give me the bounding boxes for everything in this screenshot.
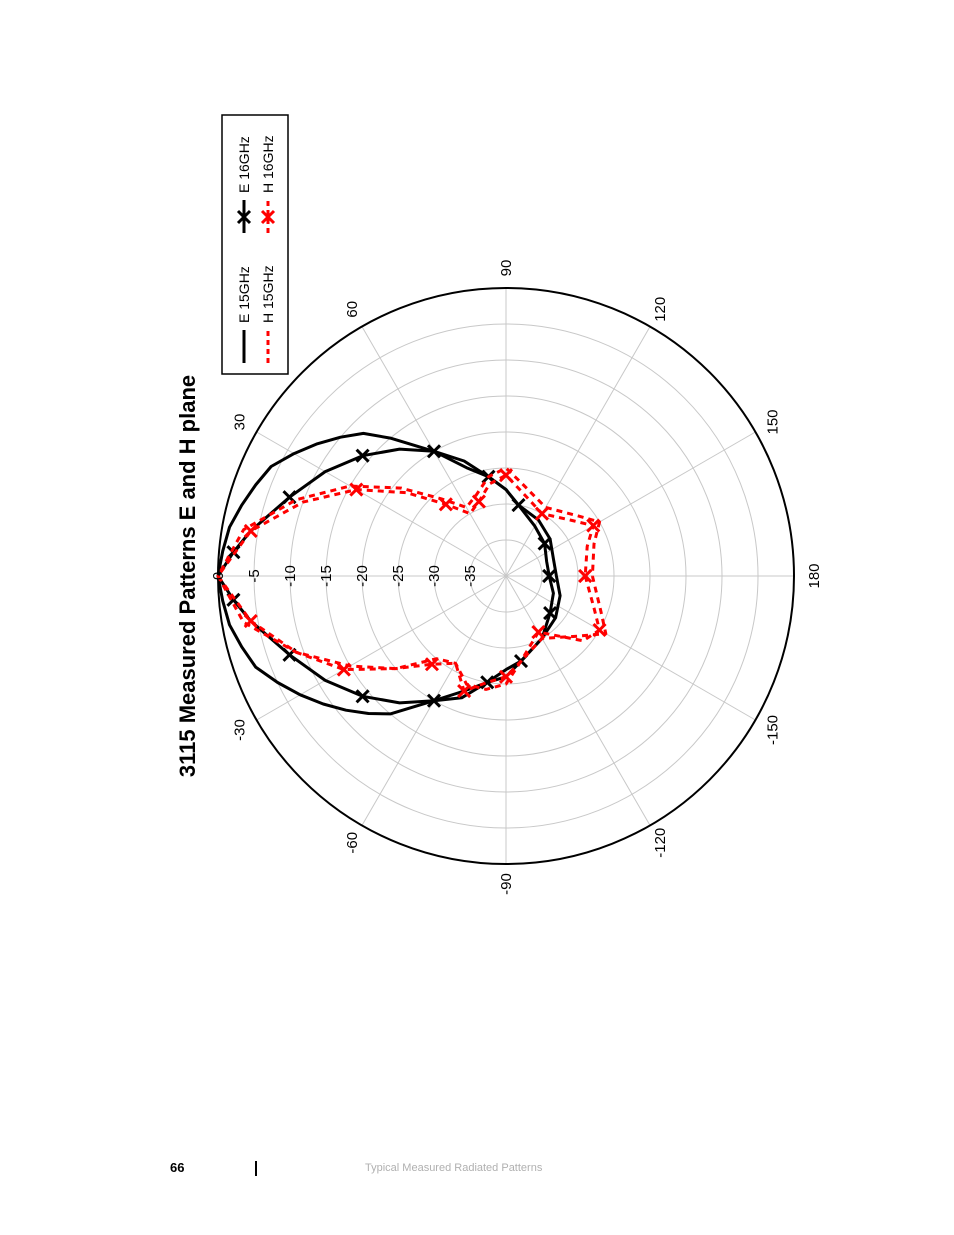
angle-tick-label: -150 [765, 715, 782, 745]
radial-tick-label: -30 [426, 565, 443, 587]
series-marker [586, 518, 601, 533]
radial-tick-label: -35 [462, 565, 479, 587]
series-marker [424, 657, 440, 672]
series-h-16ghz [216, 468, 607, 699]
grid-spoke [505, 575, 756, 721]
series-marker [426, 444, 442, 459]
series-marker [480, 675, 495, 690]
radial-tick-label: -10 [282, 565, 299, 587]
angle-tick-label: -120 [652, 828, 669, 858]
series-marker [471, 494, 486, 509]
series-marker [498, 669, 514, 684]
angle-tick-label: -60 [344, 832, 361, 854]
radial-tick-label: 0 [210, 572, 227, 580]
series-marker [226, 545, 241, 560]
series-marker [349, 482, 364, 497]
series-marker [243, 613, 258, 629]
series-marker [534, 506, 550, 521]
series-marker [542, 568, 557, 584]
angle-tick-label: -90 [498, 873, 515, 895]
series-marker [592, 622, 607, 638]
angle-tick-label: 180 [806, 563, 823, 588]
footer-section-title: Typical Measured Radiated Patterns [365, 1162, 543, 1174]
series-layer [216, 431, 608, 716]
legend-label: H 15GHz [260, 265, 276, 323]
page-number: 66 [170, 1160, 185, 1175]
series-marker [511, 498, 526, 513]
angle-tick-label: 150 [765, 409, 782, 434]
series-marker [457, 683, 472, 699]
page-footer: 66 Typical Measured Radiated Patterns [0, 1160, 954, 1180]
grid-spoke [505, 575, 651, 826]
series-marker [260, 209, 276, 225]
series-marker [426, 693, 442, 708]
series-marker [537, 536, 552, 551]
polar-grid [217, 287, 795, 865]
grid-spoke [256, 431, 507, 577]
series-marker [355, 448, 370, 463]
legend-label: H 16GHz [260, 135, 276, 193]
series-line [216, 473, 601, 693]
tick-labels: 0 -5 -10 -15 -20 -25 -30 -35 30 60 90 120 150 180 -150… [210, 260, 823, 895]
series-marker [243, 523, 258, 539]
angle-tick-label: 90 [498, 260, 515, 277]
series-marker [578, 568, 593, 584]
angle-tick-label: -30 [231, 719, 248, 741]
legend: E 15GHz E 16GHz H 15GHz H 16GHz [221, 114, 289, 375]
radial-tick-label: -25 [390, 565, 407, 587]
legend-label: E 15GHz [236, 266, 252, 323]
series-marker [355, 689, 370, 704]
legend-label: E 16GHz [236, 136, 252, 193]
angle-tick-label: 60 [344, 301, 361, 318]
series-marker [543, 605, 558, 621]
grid-spoke [256, 575, 507, 721]
angle-tick-label: 120 [652, 297, 669, 322]
radial-tick-label: -5 [246, 569, 263, 582]
series-marker [236, 209, 252, 225]
chart-title: 3115 Measured Patterns E and H plane [175, 375, 200, 777]
grid-spoke [505, 431, 756, 577]
series-marker [438, 497, 453, 512]
series-marker [498, 468, 514, 483]
angle-tick-label: 30 [231, 414, 248, 431]
legend-box [221, 114, 289, 375]
radial-tick-label: -20 [354, 565, 371, 587]
radial-tick-label: -15 [318, 565, 335, 587]
footer-separator [255, 1161, 257, 1176]
series-marker [336, 662, 351, 677]
grid-spoke [505, 326, 651, 577]
series-marker [531, 625, 546, 640]
